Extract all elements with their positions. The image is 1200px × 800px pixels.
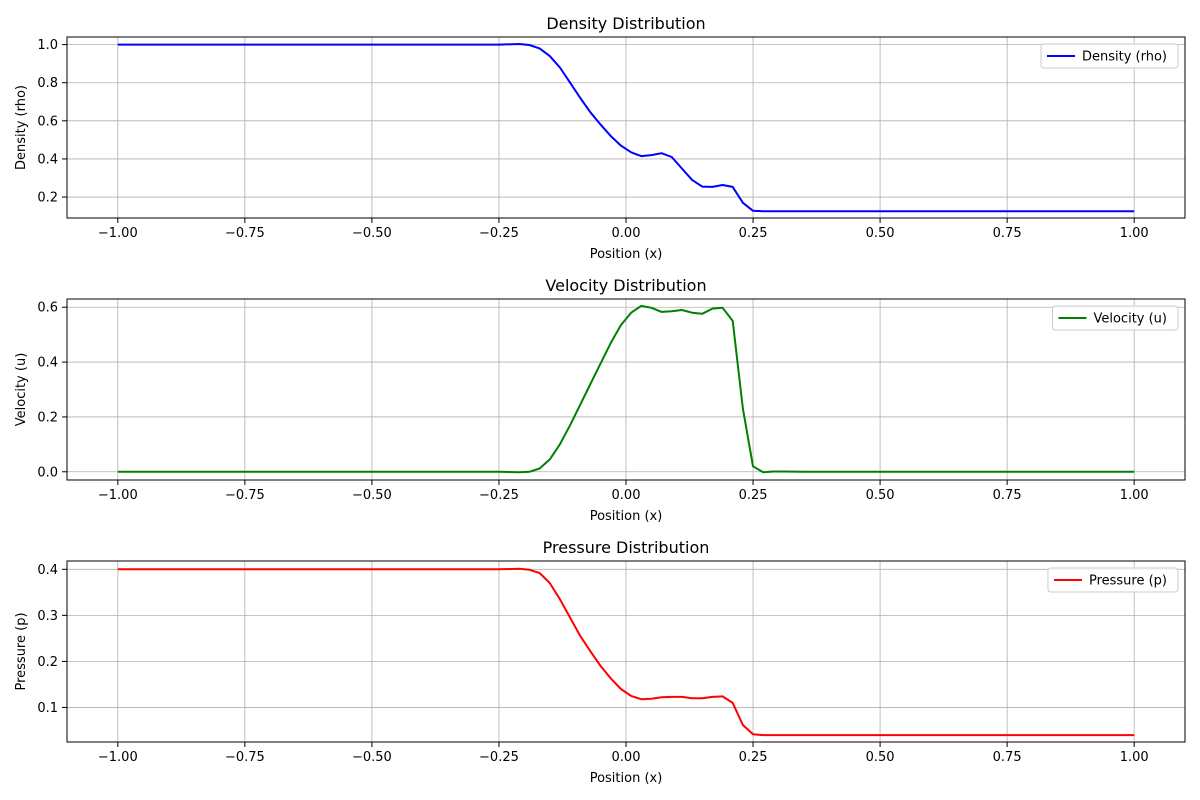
y-tick-label: 0.4 bbox=[37, 563, 58, 578]
pressure-x-axis-label: Position (x) bbox=[590, 771, 663, 786]
pressure-y-axis-label: Pressure (p) bbox=[14, 612, 29, 690]
pressure-panel: −1.00 −0.75 −0.50 −0.25 0.00 0.25 0.50 0.75 1.00… bbox=[14, 538, 1186, 786]
x-tick-label: −0.25 bbox=[479, 488, 519, 503]
velocity-panel: −1.00 −0.75 −0.50 −0.25 0.00 0.25 0.50 0.75 1.00… bbox=[14, 276, 1186, 524]
legend-label: Density (rho) bbox=[1082, 50, 1167, 65]
pressure-title: Pressure Distribution bbox=[543, 538, 710, 557]
y-tick-label: 0.6 bbox=[37, 114, 58, 129]
x-tick-label: 0.50 bbox=[866, 488, 895, 503]
legend-label: Pressure (p) bbox=[1089, 574, 1167, 589]
legend-box bbox=[1047, 567, 1179, 593]
y-tick-label: 1.0 bbox=[37, 38, 58, 53]
x-tick-label: −1.00 bbox=[98, 226, 138, 241]
x-tick-label: 1.00 bbox=[1120, 488, 1149, 503]
y-tick-label: 0.2 bbox=[37, 655, 58, 670]
x-tick-label: 0.00 bbox=[612, 750, 641, 765]
velocity-y-axis-label: Velocity (u) bbox=[14, 353, 29, 427]
y-tick-label: 0.2 bbox=[37, 191, 58, 206]
y-tick-label: 0.2 bbox=[37, 410, 58, 425]
x-tick-label: −0.50 bbox=[352, 488, 392, 503]
density-series-line bbox=[117, 43, 1135, 213]
pressure-series-line bbox=[117, 567, 1135, 737]
x-tick-label: −0.75 bbox=[225, 488, 265, 503]
pressure-grid bbox=[67, 561, 1185, 742]
y-tick-label: 0.4 bbox=[37, 152, 58, 167]
density-legend: Density (rho) bbox=[1040, 43, 1179, 69]
x-tick-label: 0.00 bbox=[612, 488, 641, 503]
x-tick-label: 0.75 bbox=[993, 226, 1022, 241]
y-tick-label: 0.6 bbox=[37, 301, 58, 316]
x-tick-label: 0.25 bbox=[739, 226, 768, 241]
density-x-axis-label: Position (x) bbox=[590, 247, 663, 262]
x-tick-label: −0.75 bbox=[225, 750, 265, 765]
velocity-series-line bbox=[117, 304, 1135, 474]
y-tick-label: 0.1 bbox=[37, 701, 58, 716]
x-tick-label: −1.00 bbox=[98, 750, 138, 765]
legend-box bbox=[1051, 305, 1179, 331]
y-tick-label: 0.0 bbox=[37, 465, 58, 480]
density-panel: −1.00 −0.75 −0.50 −0.25 0.00 0.25 0.50 0.75 1.00… bbox=[14, 14, 1186, 262]
y-tick-label: 0.3 bbox=[37, 609, 58, 624]
x-tick-label: −1.00 bbox=[98, 488, 138, 503]
velocity-legend: Velocity (u) bbox=[1051, 305, 1179, 331]
x-tick-label: 0.50 bbox=[866, 750, 895, 765]
y-tick-label: 0.4 bbox=[37, 356, 58, 371]
x-tick-label: 1.00 bbox=[1120, 226, 1149, 241]
x-tick-label: −0.75 bbox=[225, 226, 265, 241]
x-tick-label: 1.00 bbox=[1120, 750, 1149, 765]
x-tick-label: 0.50 bbox=[866, 226, 895, 241]
x-tick-label: 0.75 bbox=[993, 750, 1022, 765]
pressure-legend: Pressure (p) bbox=[1047, 567, 1179, 593]
x-tick-label: −0.25 bbox=[479, 226, 519, 241]
x-tick-label: 0.75 bbox=[993, 488, 1022, 503]
legend-label: Velocity (u) bbox=[1093, 312, 1167, 327]
velocity-title: Velocity Distribution bbox=[545, 276, 706, 295]
velocity-grid bbox=[67, 299, 1185, 480]
x-tick-label: 0.25 bbox=[739, 750, 768, 765]
density-y-axis-label: Density (rho) bbox=[14, 85, 29, 170]
x-tick-label: −0.25 bbox=[479, 750, 519, 765]
x-tick-label: −0.50 bbox=[352, 750, 392, 765]
y-tick-label: 0.8 bbox=[37, 76, 58, 91]
density-grid bbox=[67, 37, 1185, 218]
x-tick-label: 0.00 bbox=[612, 226, 641, 241]
density-title: Density Distribution bbox=[546, 14, 705, 33]
x-tick-label: 0.25 bbox=[739, 488, 768, 503]
velocity-x-axis-label: Position (x) bbox=[590, 509, 663, 524]
legend-box bbox=[1040, 43, 1179, 69]
x-tick-label: −0.50 bbox=[352, 226, 392, 241]
